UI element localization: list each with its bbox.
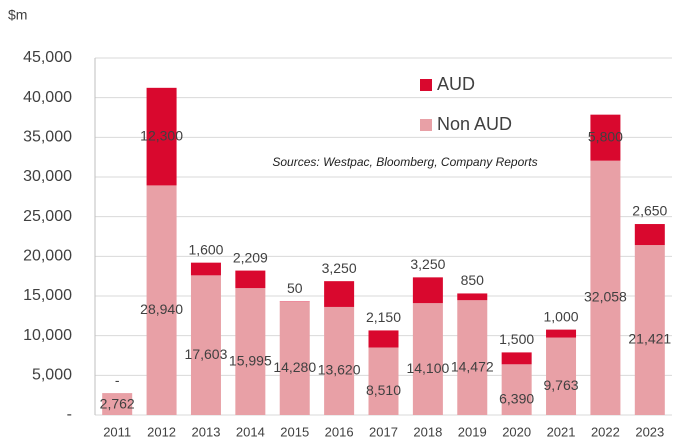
legend-label: Non AUD: [437, 114, 512, 134]
data-label: 15,995: [229, 352, 272, 368]
bar-segment: [146, 185, 177, 415]
x-tick-label: 2017: [369, 424, 398, 439]
bar-segment: [590, 160, 621, 415]
data-label: 50: [287, 280, 303, 296]
y-tick-label: -: [67, 406, 72, 423]
data-label: 9,763: [544, 377, 579, 393]
data-label: 32,058: [584, 289, 627, 305]
bar-segment: [457, 293, 488, 301]
y-tick-label: 5,000: [32, 367, 72, 384]
data-label: 21,421: [628, 331, 671, 347]
data-label: 6,390: [499, 390, 534, 406]
x-tick-label: 2020: [502, 424, 531, 439]
data-label: 2,650: [632, 203, 667, 219]
y-tick-label: 40,000: [23, 89, 72, 106]
bar-segment: [590, 114, 621, 161]
data-label: 1,000: [544, 308, 579, 324]
bar-segment: [634, 224, 665, 246]
x-tick-label: 2011: [103, 424, 131, 439]
y-tick-label: 15,000: [23, 287, 72, 304]
legend-swatch: [420, 79, 432, 91]
data-label: 8,510: [366, 382, 401, 398]
data-label: 3,250: [322, 260, 357, 276]
bar-segment: [235, 288, 266, 415]
y-tick-label: 20,000: [23, 248, 72, 265]
data-label: 28,940: [140, 301, 183, 317]
data-label: 3,250: [410, 256, 445, 272]
bar-segment: [634, 245, 665, 415]
data-label: 14,100: [406, 360, 449, 376]
bar-segment: [368, 330, 399, 348]
data-label: 1,600: [188, 241, 223, 257]
x-tick-label: 2021: [547, 424, 576, 439]
bar-segment: [235, 270, 266, 289]
bar-segment: [368, 347, 399, 415]
data-label: 14,280: [273, 359, 316, 375]
annotation: Sources: Westpac, Bloomberg, Company Rep…: [272, 155, 537, 169]
bar-segment: [102, 393, 133, 415]
bar-segment: [190, 275, 221, 415]
x-tick-label: 2022: [591, 424, 620, 439]
y-tick-label: 10,000: [23, 327, 72, 344]
legend-label: AUD: [437, 74, 475, 94]
y-tick-label: 45,000: [23, 49, 72, 66]
data-label: 2,150: [366, 309, 401, 325]
bar-segment: [501, 364, 532, 415]
data-label: 5,800: [588, 128, 623, 144]
data-label: 14,472: [451, 358, 494, 374]
x-tick-label: 2019: [458, 424, 487, 439]
data-label: 2,762: [100, 396, 135, 412]
data-label: 850: [461, 272, 485, 288]
bar-segment: [412, 277, 443, 304]
bar-segment: [457, 300, 488, 415]
y-axis-label: $m: [8, 7, 27, 23]
x-tick-label: 2016: [325, 424, 354, 439]
bar-segment: [324, 306, 355, 415]
x-tick-label: 2014: [236, 424, 265, 439]
bar-segment: [546, 329, 577, 338]
y-tick-label: 30,000: [23, 168, 72, 185]
bar-segment: [190, 262, 221, 276]
bar-segment: [279, 301, 310, 415]
x-tick-label: 2012: [147, 424, 176, 439]
x-tick-label: 2013: [192, 424, 221, 439]
bar-segment: [324, 281, 355, 307]
bar-segment: [501, 352, 532, 365]
data-label: 2,209: [233, 249, 268, 265]
legend-swatch: [420, 119, 432, 131]
data-label: 17,603: [185, 346, 228, 362]
bar-segment: [146, 87, 177, 186]
x-tick-label: 2023: [635, 424, 664, 439]
data-label: 12,300: [140, 127, 183, 143]
data-label: 13,620: [318, 362, 361, 378]
y-tick-label: 35,000: [23, 129, 72, 146]
y-tick-label: 25,000: [23, 208, 72, 225]
data-label: -: [115, 372, 120, 388]
x-tick-label: 2018: [413, 424, 442, 439]
bar-segment: [546, 337, 577, 415]
data-label: 1,500: [499, 331, 534, 347]
x-tick-label: 2015: [280, 424, 309, 439]
bar-segment: [412, 303, 443, 415]
